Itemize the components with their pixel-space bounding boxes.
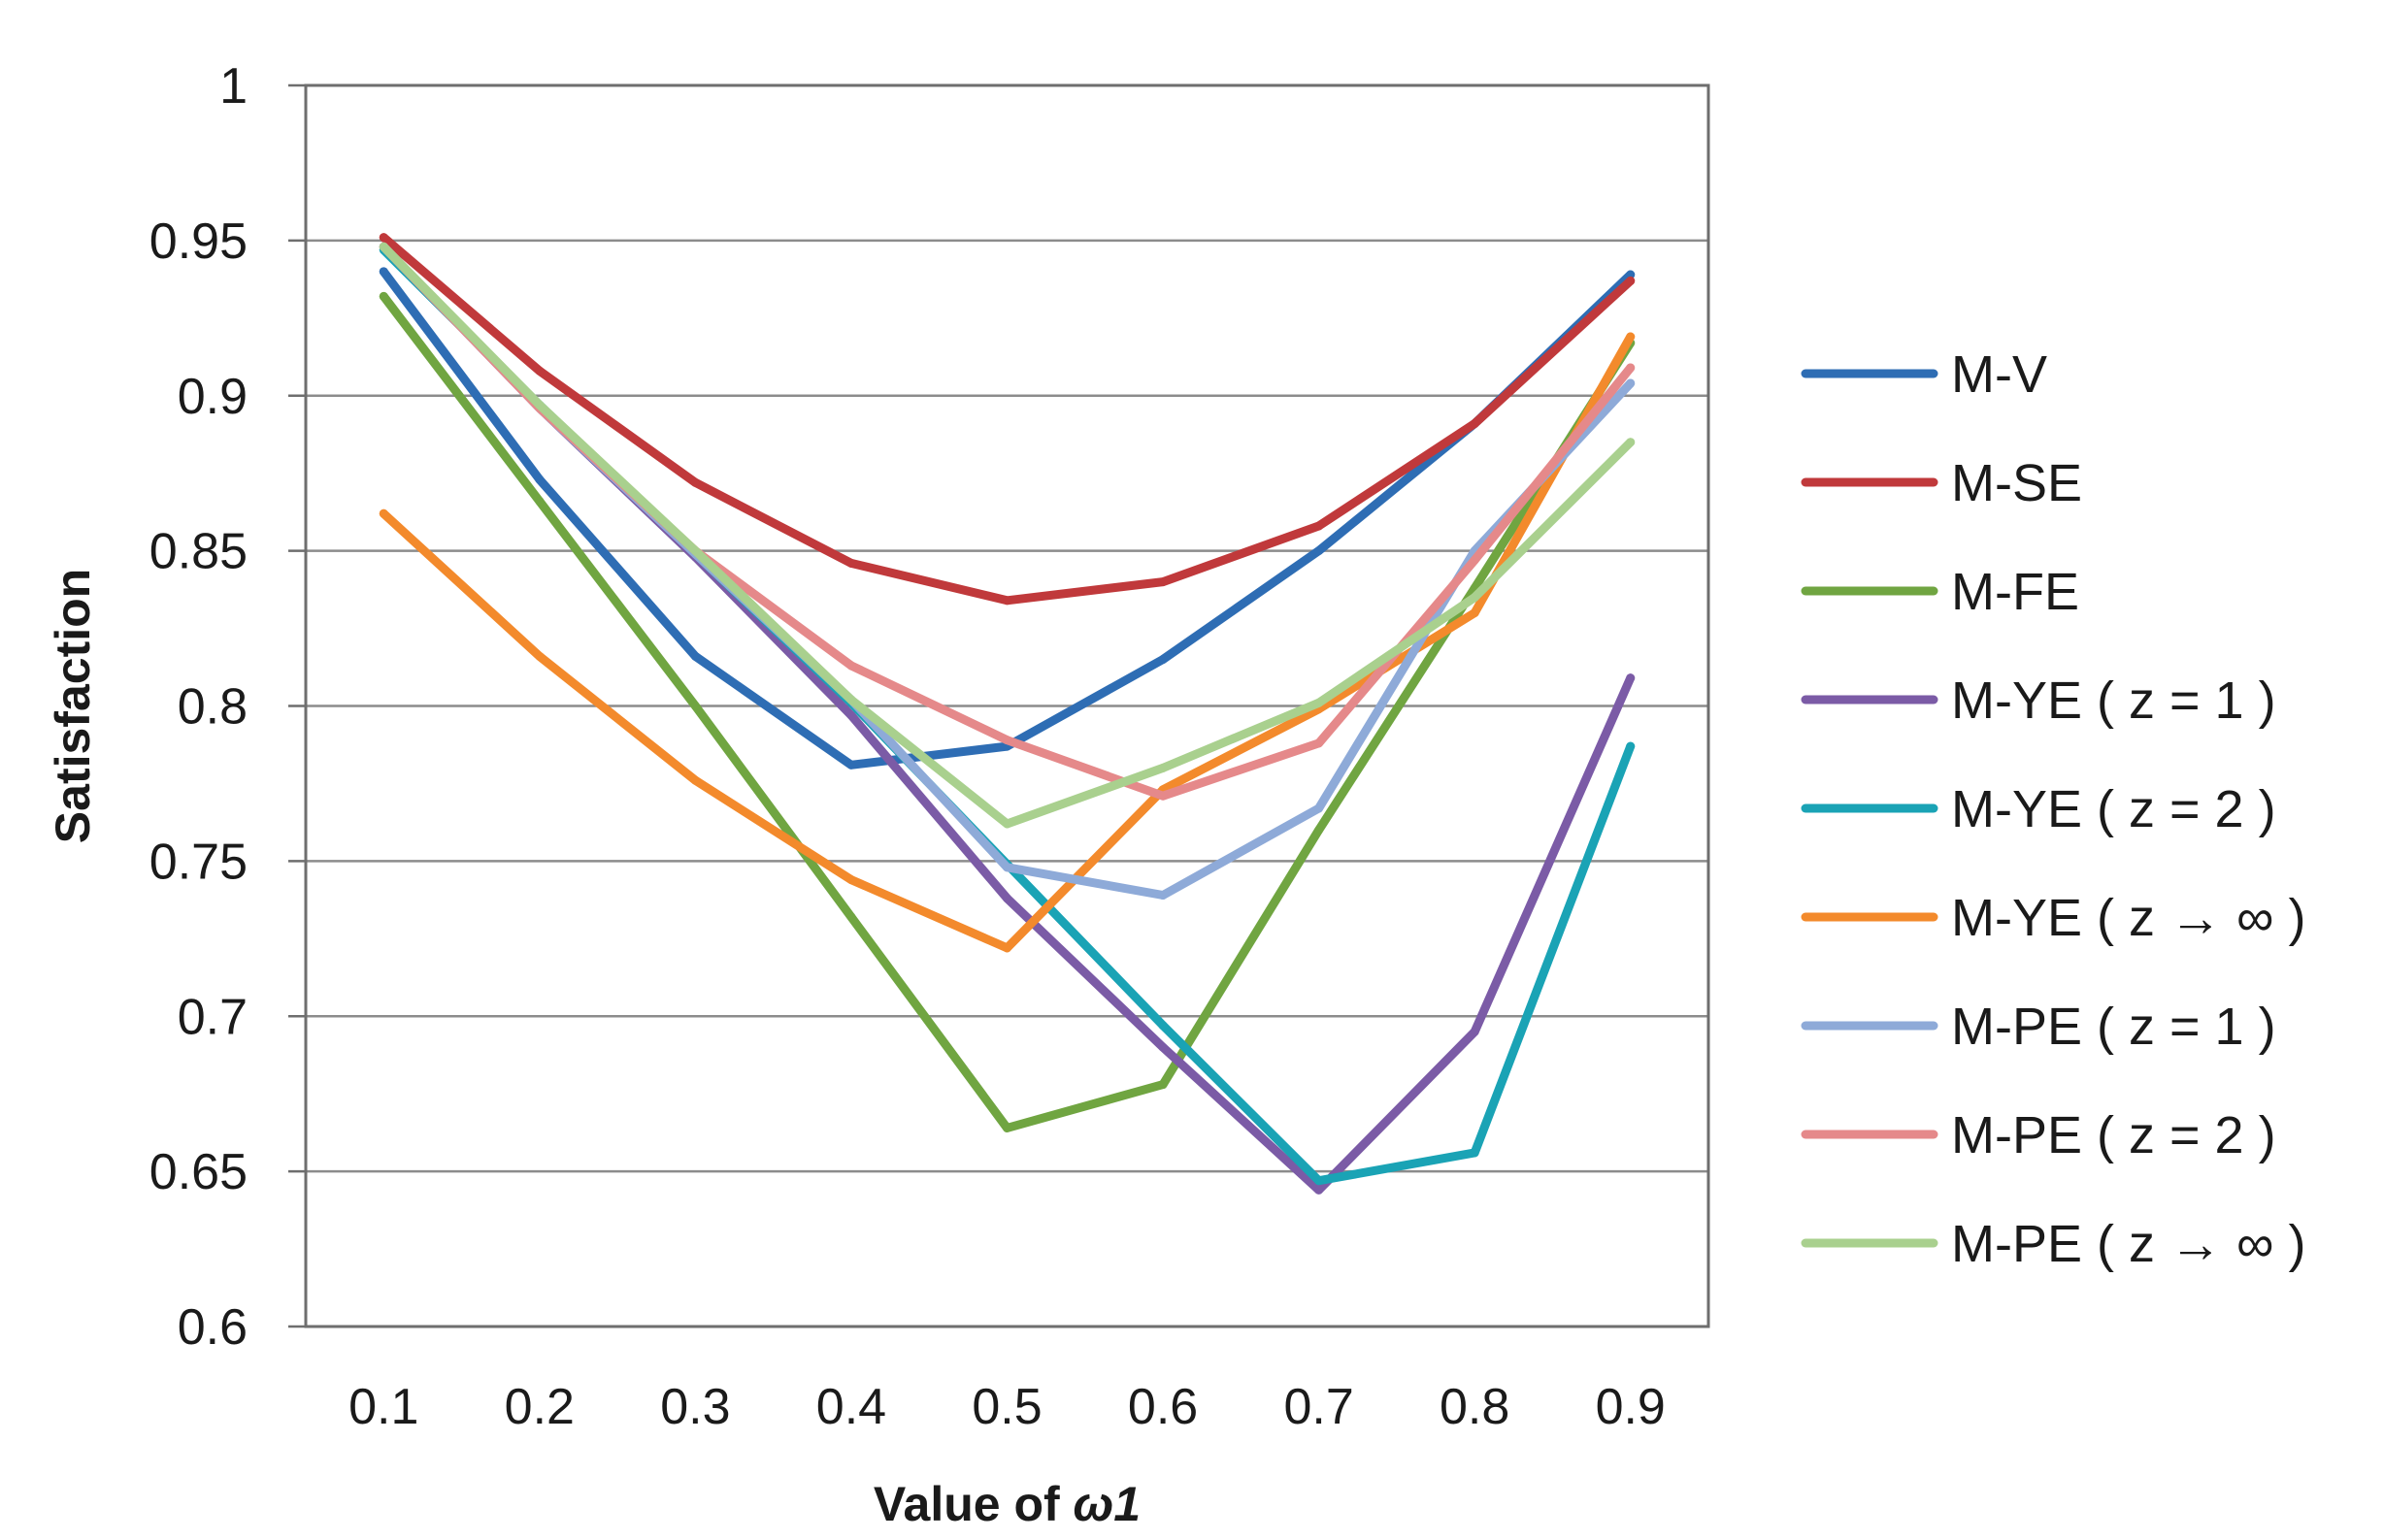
y-tick-label: 0.7 — [178, 989, 248, 1045]
data-point — [1314, 1176, 1324, 1186]
y-tick-label: 0.65 — [149, 1144, 248, 1200]
y-tick-label: 0.85 — [149, 524, 248, 580]
data-point — [379, 291, 388, 301]
data-point — [1003, 596, 1011, 606]
x-axis-title: Value of ω1 — [874, 1477, 1141, 1531]
data-point — [1470, 1027, 1479, 1036]
x-tick-label: 0.5 — [972, 1379, 1042, 1435]
data-point — [846, 661, 856, 671]
data-point — [1158, 891, 1168, 901]
legend-label: M-PE ( z = 1 ) — [1951, 998, 2276, 1056]
data-point — [1314, 1185, 1324, 1195]
data-point — [1003, 863, 1011, 872]
data-point — [1314, 521, 1324, 531]
legend-label: M-PE ( z = 2 ) — [1951, 1106, 2276, 1164]
x-axis-ticks: 0.1 0.2 0.3 0.4 0.5 0.6 0.7 0.8 0.9 — [348, 1379, 1666, 1435]
x-tick-label: 0.1 — [348, 1379, 418, 1435]
y-tick-label: 0.8 — [178, 679, 248, 736]
data-point — [1314, 825, 1324, 835]
data-point — [379, 242, 388, 251]
data-point — [1158, 791, 1168, 801]
data-point — [379, 267, 388, 277]
data-point — [1626, 438, 1636, 447]
legend: M-V M-SE M-FE M-YE ( z = 1 ) M-YE ( z = 2 ) M… — [1801, 345, 2305, 1273]
data-point — [1158, 1042, 1168, 1052]
data-point — [1470, 1148, 1479, 1158]
data-point — [535, 400, 545, 410]
y-tick-label: 0.6 — [178, 1299, 248, 1356]
data-point — [1003, 894, 1011, 903]
data-point — [1314, 803, 1324, 813]
data-point — [1003, 1123, 1011, 1132]
data-point — [1626, 673, 1636, 683]
series-lines — [379, 233, 1636, 1195]
data-point — [379, 233, 388, 243]
data-point — [1626, 363, 1636, 373]
data-point — [1003, 819, 1011, 829]
x-tick-label: 0.3 — [660, 1379, 730, 1435]
data-point — [690, 775, 700, 785]
data-point — [690, 546, 700, 556]
data-point — [535, 496, 545, 506]
data-point — [1626, 378, 1636, 388]
x-axis-title-symbol: ω1 — [1074, 1477, 1142, 1531]
data-point — [1626, 276, 1636, 285]
x-tick-label: 0.6 — [1128, 1379, 1198, 1435]
y-tick-label: 0.75 — [149, 834, 248, 890]
data-point — [1314, 698, 1324, 707]
y-tick-label: 1 — [219, 58, 248, 115]
data-point — [1314, 738, 1324, 748]
y-axis-title: Satisfaction — [46, 569, 100, 843]
legend-label: M-YE ( z = 1 ) — [1951, 672, 2276, 730]
data-point — [1470, 419, 1479, 429]
data-point — [1626, 332, 1636, 342]
legend-label: M-V — [1951, 345, 2047, 404]
data-point — [846, 760, 856, 770]
data-point — [690, 702, 700, 710]
legend-label: M-YE ( z = 2 ) — [1951, 780, 2276, 838]
data-point — [1314, 546, 1324, 556]
data-point — [1626, 741, 1636, 751]
data-point — [1470, 555, 1479, 565]
legend-label: M-SE — [1951, 454, 2082, 512]
data-point — [1626, 270, 1636, 279]
data-point — [535, 366, 545, 376]
legend-label: M-YE ( z → ∞ ) — [1951, 889, 2305, 947]
data-point — [846, 710, 856, 720]
x-tick-label: 0.4 — [816, 1379, 886, 1435]
data-point — [846, 875, 856, 885]
legend-label: M-PE ( z → ∞ ) — [1951, 1215, 2305, 1273]
data-point — [1003, 943, 1011, 953]
data-point — [535, 651, 545, 661]
data-point — [690, 477, 700, 487]
x-axis-title-text: Value of — [874, 1477, 1074, 1531]
x-tick-label: 0.9 — [1596, 1379, 1666, 1435]
data-point — [1158, 1021, 1168, 1031]
y-tick-label: 0.95 — [149, 213, 248, 270]
data-point — [535, 475, 545, 484]
data-point — [1470, 608, 1479, 618]
data-point — [690, 651, 700, 661]
data-point — [1158, 1080, 1168, 1090]
data-point — [1003, 736, 1011, 745]
legend-label: M-FE — [1951, 563, 2079, 621]
x-tick-label: 0.2 — [505, 1379, 575, 1435]
data-point — [1158, 763, 1168, 772]
y-tick-label: 0.9 — [178, 369, 248, 425]
data-point — [1158, 577, 1168, 587]
data-point — [1158, 655, 1168, 665]
data-point — [846, 558, 856, 568]
x-tick-label: 0.7 — [1283, 1379, 1353, 1435]
y-axis-ticks: 0.6 0.65 0.7 0.75 0.8 0.85 0.9 0.95 1 — [149, 58, 306, 1356]
data-point — [379, 508, 388, 518]
x-tick-label: 0.8 — [1440, 1379, 1509, 1435]
data-point — [846, 695, 856, 704]
data-point — [846, 912, 856, 922]
data-point — [1470, 593, 1479, 603]
